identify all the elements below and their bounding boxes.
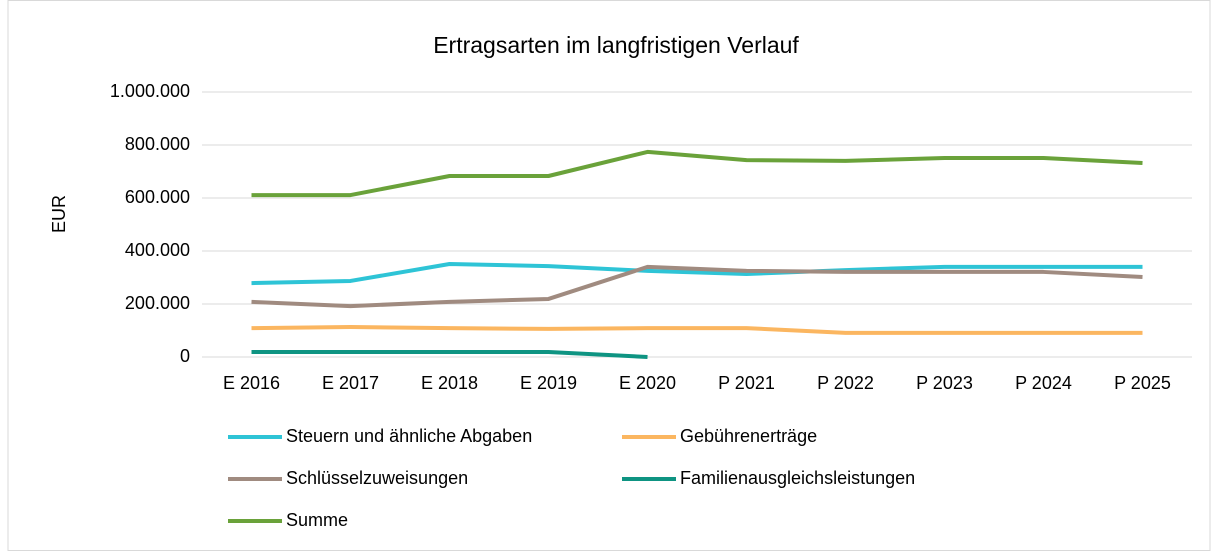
legend-label: Schlüsselzuweisungen [286, 468, 468, 488]
series-line [251, 149, 1143, 198]
series-line [251, 264, 1143, 309]
legend-label: Summe [286, 510, 348, 530]
y-tick-label: 1.000.000 [110, 81, 190, 101]
x-tick-label: P 2025 [1114, 373, 1171, 393]
x-tick-label: E 2017 [322, 373, 379, 393]
y-tick-label: 800.000 [125, 134, 190, 154]
x-tick-label: E 2018 [421, 373, 478, 393]
series-line [251, 349, 648, 359]
legend-label: Familienausgleichsleistungen [680, 468, 915, 488]
x-tick-label: E 2019 [520, 373, 577, 393]
x-tick-label: P 2023 [916, 373, 973, 393]
legend-label: Gebührenerträge [680, 426, 817, 446]
series-line [251, 325, 1143, 335]
x-tick-label: E 2020 [619, 373, 676, 393]
x-tick-label: P 2022 [817, 373, 874, 393]
y-tick-label: 400.000 [125, 240, 190, 260]
x-tick-label: P 2021 [718, 373, 775, 393]
series-line [251, 261, 1143, 286]
y-tick-label: 0 [180, 346, 190, 366]
x-tick-label: E 2016 [223, 373, 280, 393]
chart-title: Ertragsarten im langfristigen Verlauf [433, 32, 799, 58]
x-tick-label: P 2024 [1015, 373, 1072, 393]
legend-label: Steuern und ähnliche Abgaben [286, 426, 532, 446]
y-tick-label: 200.000 [125, 293, 190, 313]
y-tick-label: 600.000 [125, 187, 190, 207]
y-axis-label: EUR [49, 195, 69, 233]
